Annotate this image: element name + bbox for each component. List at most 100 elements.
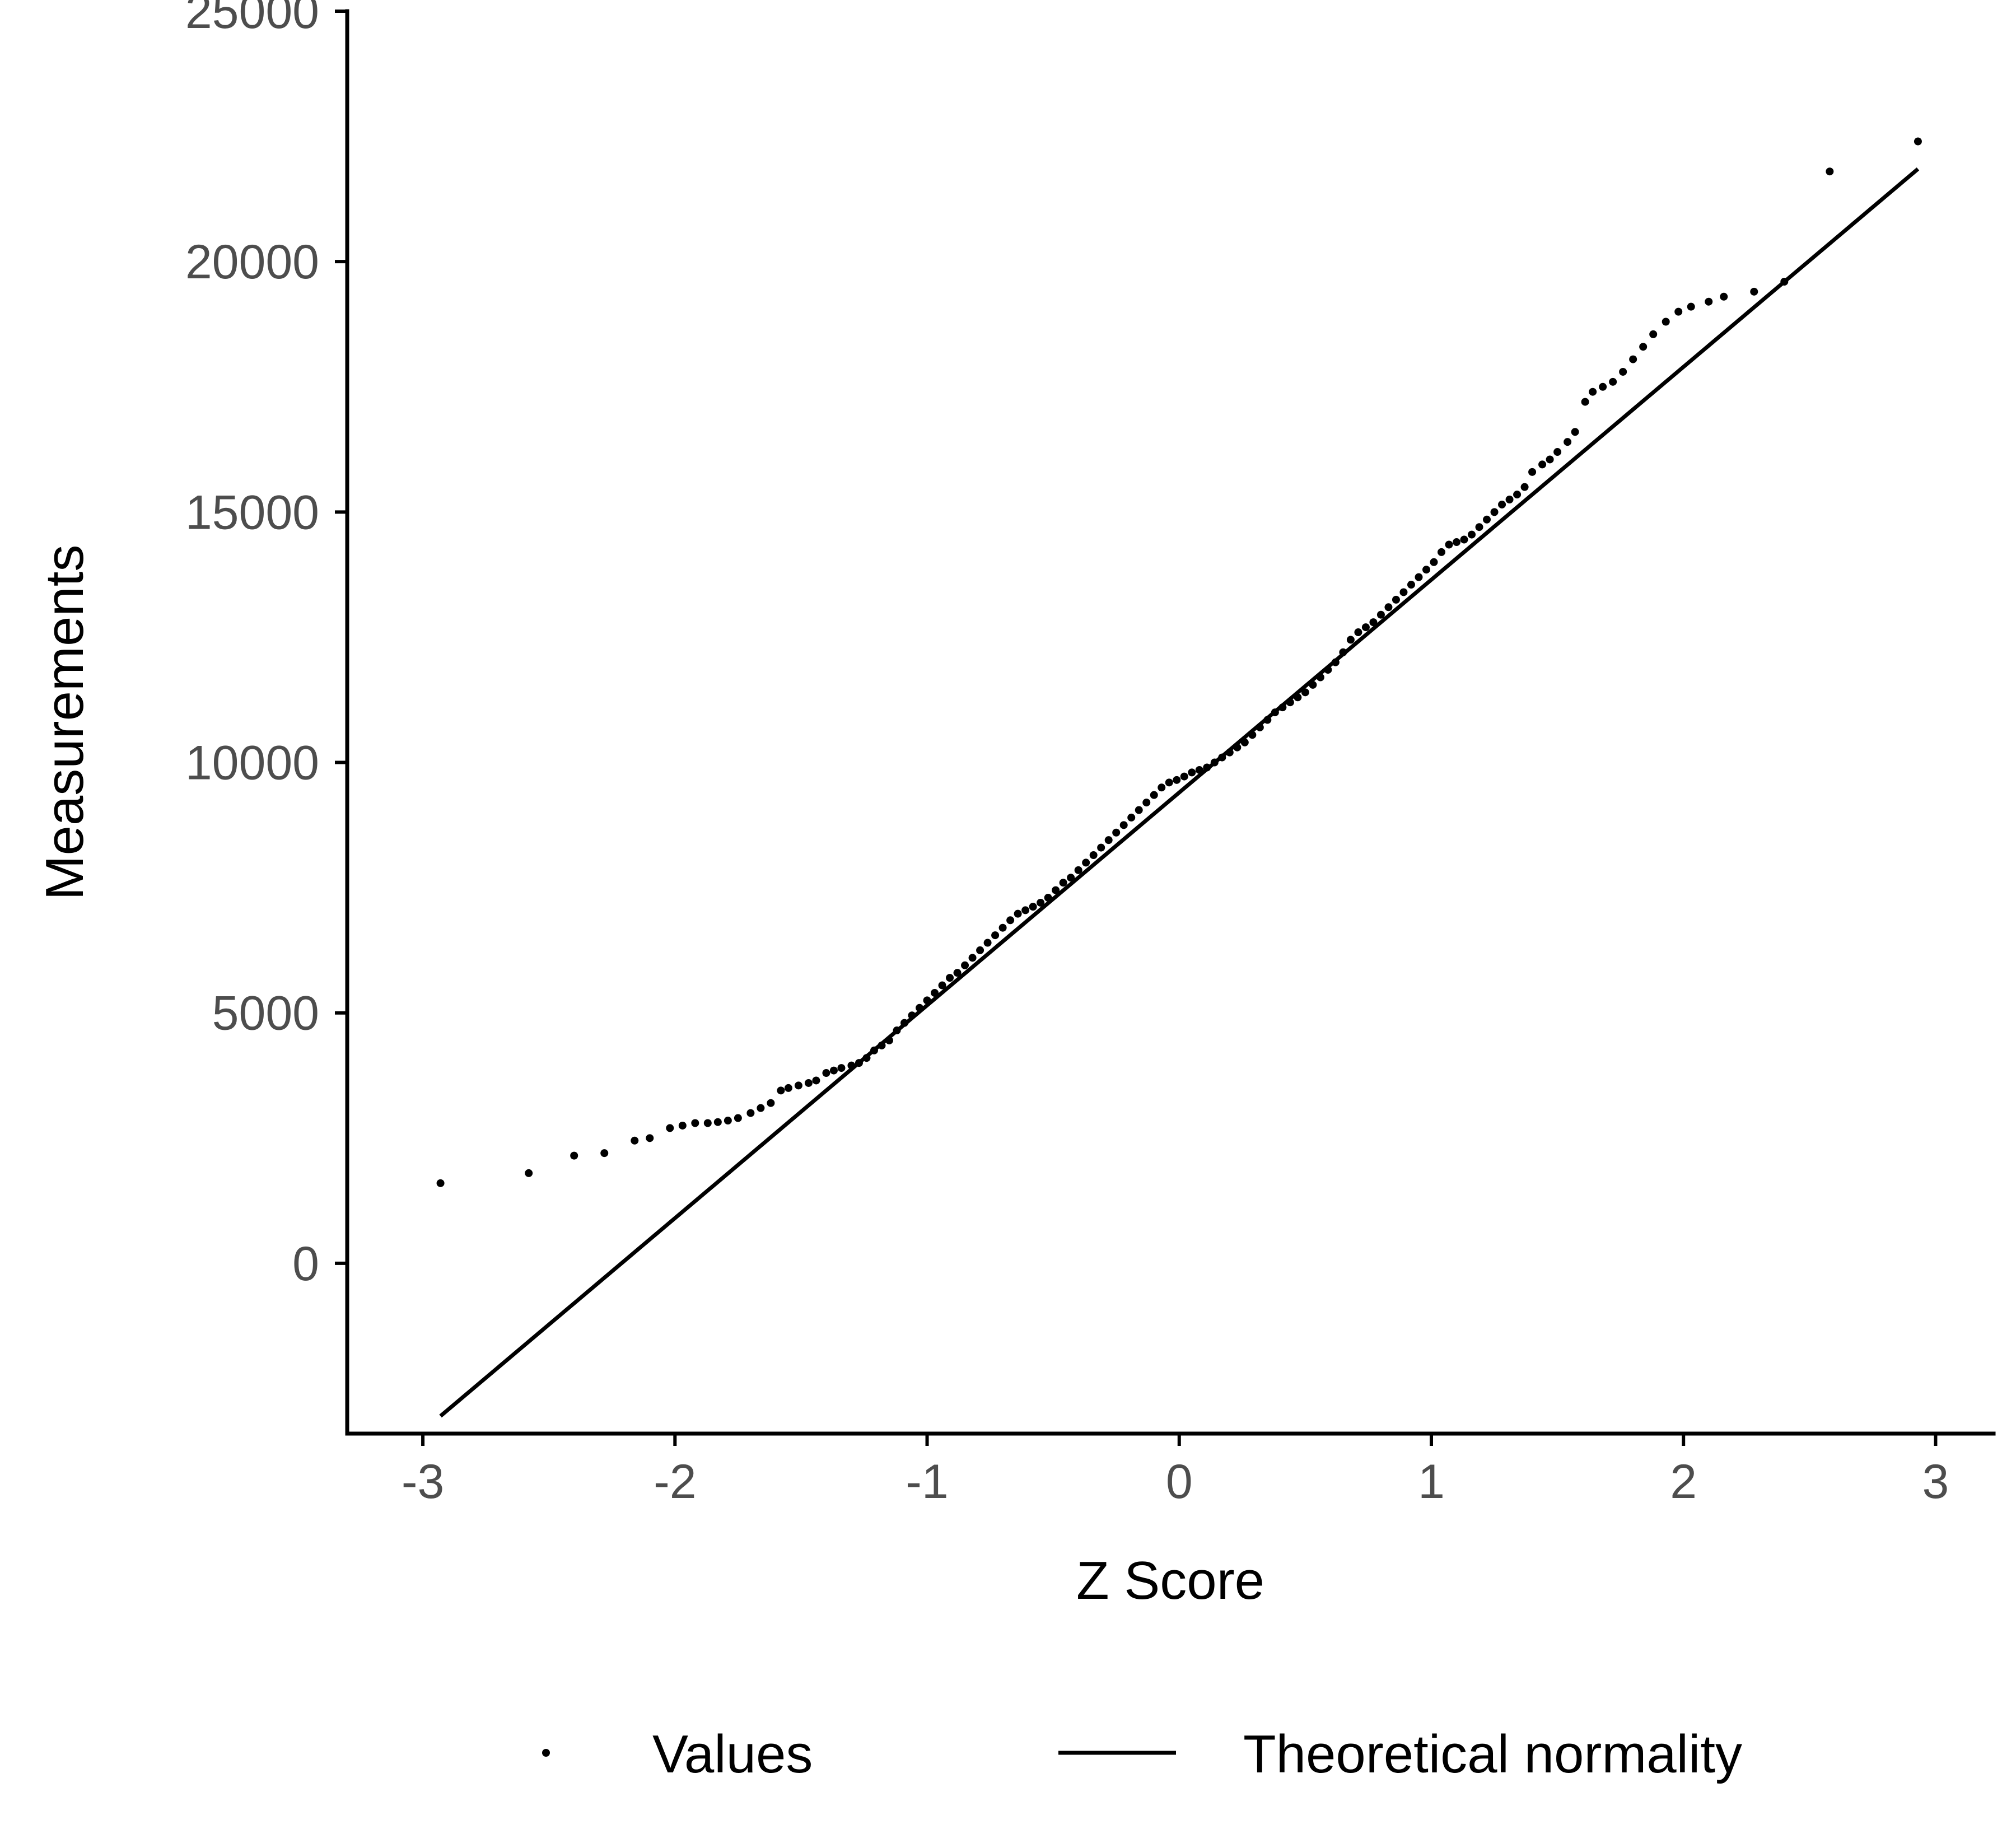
- data-point: [1286, 698, 1294, 707]
- data-point: [1361, 623, 1370, 632]
- data-point: [1528, 468, 1537, 476]
- data-point: [1044, 894, 1052, 902]
- data-point: [1006, 916, 1015, 925]
- data-point: [570, 1151, 578, 1160]
- data-point: [678, 1121, 687, 1130]
- y-tick-label: 5000: [212, 987, 319, 1040]
- plot-area: [436, 137, 1922, 1418]
- data-point: [961, 961, 969, 969]
- data-point: [1150, 791, 1158, 799]
- data-point: [1520, 483, 1529, 491]
- data-point: [931, 988, 939, 997]
- data-point: [1468, 530, 1476, 539]
- data-point: [1074, 866, 1082, 874]
- data-point: [998, 923, 1007, 932]
- data-point: [1082, 858, 1090, 867]
- data-point: [1599, 382, 1607, 391]
- data-point: [1014, 909, 1022, 918]
- data-point: [525, 1169, 533, 1177]
- data-point: [946, 974, 954, 982]
- data-point: [691, 1119, 699, 1127]
- x-ticks: -3 -2 -1 0 1 2 3: [402, 1434, 1949, 1509]
- data-point: [1720, 292, 1728, 301]
- legend-values-label: Values: [652, 1724, 813, 1784]
- data-point: [1546, 455, 1554, 464]
- data-point: [1490, 508, 1499, 516]
- data-point: [1639, 343, 1648, 351]
- data-point: [767, 1099, 775, 1107]
- data-point: [1256, 723, 1264, 731]
- data-point: [1188, 768, 1196, 777]
- data-point: [855, 1059, 863, 1067]
- data-point: [1780, 277, 1789, 286]
- data-point: [1294, 693, 1302, 702]
- legend-values-key: [542, 1749, 550, 1757]
- data-point: [1067, 874, 1075, 882]
- data-point: [1687, 302, 1695, 311]
- data-point: [1203, 763, 1211, 772]
- data-point: [1629, 355, 1637, 363]
- data-point: [734, 1114, 742, 1122]
- data-point: [1662, 318, 1670, 326]
- data-point: [1407, 581, 1415, 589]
- data-point: [1619, 367, 1627, 376]
- data-point: [938, 981, 946, 990]
- data-point: [1127, 813, 1136, 822]
- data-point: [1104, 836, 1113, 844]
- data-point: [1430, 558, 1438, 566]
- data-point: [1029, 903, 1037, 911]
- data-point: [1505, 496, 1514, 504]
- data-point: [1422, 566, 1430, 574]
- y-tick-label: 15000: [185, 486, 319, 539]
- data-point: [1475, 523, 1483, 531]
- data-point: [1158, 783, 1166, 792]
- data-point: [1369, 618, 1378, 627]
- data-point: [703, 1119, 712, 1127]
- data-point: [900, 1019, 909, 1027]
- data-point: [804, 1079, 813, 1087]
- data-point: [436, 1179, 445, 1187]
- data-point: [1826, 167, 1834, 176]
- data-point: [1460, 535, 1468, 544]
- data-point: [1225, 748, 1234, 757]
- data-point: [1914, 137, 1922, 146]
- data-point: [1498, 500, 1506, 508]
- data-point: [1119, 821, 1128, 829]
- data-point: [822, 1069, 830, 1077]
- data-point: [1589, 388, 1597, 396]
- data-point: [1538, 460, 1547, 469]
- data-point: [1173, 776, 1181, 784]
- legend-normality-label: Theoretical normality: [1243, 1724, 1742, 1784]
- data-point: [757, 1104, 765, 1112]
- data-point: [908, 1011, 916, 1020]
- y-tick-label: 0: [292, 1237, 319, 1291]
- data-point: [976, 946, 984, 954]
- data-point: [1324, 666, 1332, 674]
- data-point: [1553, 448, 1562, 456]
- data-point: [1052, 886, 1060, 894]
- data-point: [837, 1064, 846, 1072]
- data-point: [1316, 673, 1324, 682]
- x-tick-label: 3: [1922, 1455, 1949, 1509]
- data-point: [666, 1124, 674, 1132]
- y-tick-label: 25000: [185, 0, 319, 39]
- data-point: [1609, 377, 1617, 386]
- axes: 0 5000 10000 15000 20000 25000 -3 -2 -1 0 1 2 3: [185, 0, 1996, 1509]
- data-point: [746, 1109, 755, 1117]
- data-point: [794, 1081, 802, 1090]
- data-point: [991, 931, 1000, 940]
- data-point: [1135, 806, 1143, 814]
- y-axis-title: Measurements: [35, 545, 95, 900]
- data-point: [1021, 906, 1030, 914]
- x-tick-label: -1: [906, 1455, 948, 1509]
- x-tick-label: 1: [1418, 1455, 1445, 1509]
- data-point: [600, 1149, 609, 1158]
- data-point: [1233, 743, 1242, 752]
- data-point: [953, 969, 962, 977]
- theoretical-normality-line: [439, 167, 1920, 1418]
- data-point: [777, 1086, 785, 1095]
- data-point: [1097, 843, 1105, 852]
- x-tick-label: -3: [402, 1455, 444, 1509]
- data-point: [862, 1054, 871, 1062]
- data-point: [1392, 595, 1400, 604]
